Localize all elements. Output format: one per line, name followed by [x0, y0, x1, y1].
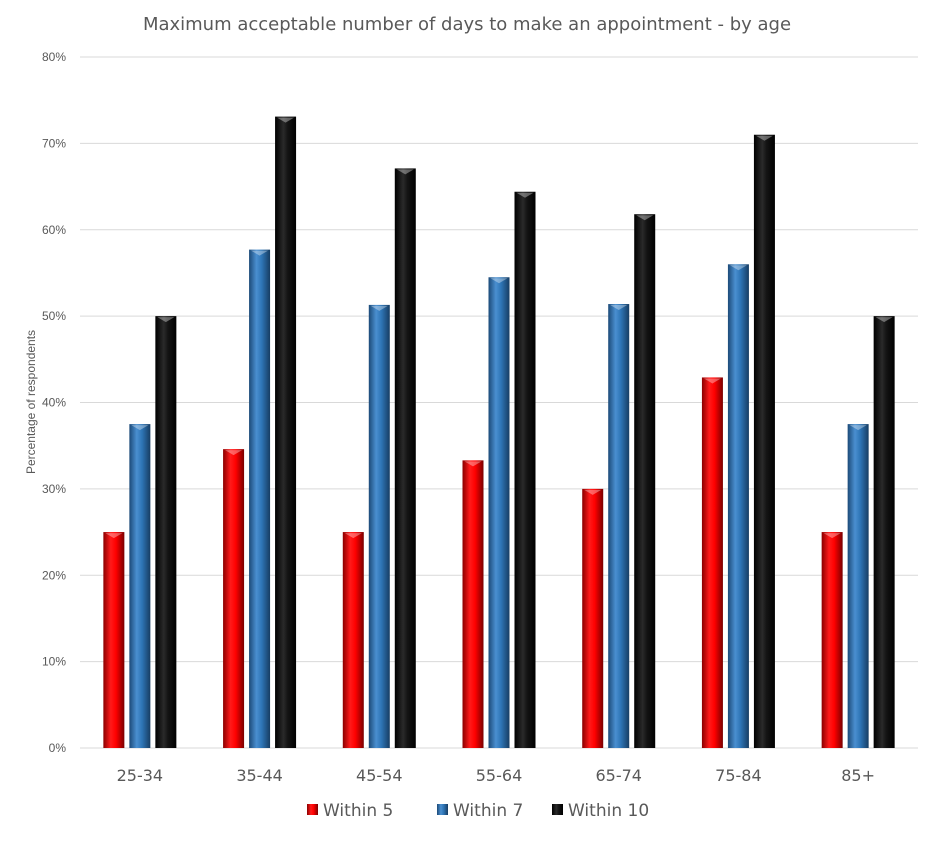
bar-bevel	[396, 169, 414, 175]
x-tick-label: 25-34	[117, 766, 164, 785]
bar-bevel	[584, 489, 602, 495]
bar-bevel	[729, 265, 747, 271]
x-tick-label: 85+	[841, 766, 875, 785]
bar-bevel	[849, 425, 867, 431]
bar-within-10-45-54	[394, 168, 416, 748]
legend-swatch-within-5	[307, 804, 318, 815]
bar-within-5-85+	[821, 532, 843, 748]
bar-bevel	[703, 378, 721, 384]
legend-swatch-within-7	[437, 804, 448, 815]
bar-within-7-25-34	[129, 424, 151, 748]
x-tick-label: 45-54	[356, 766, 403, 785]
legend-label-within-10: Within 10	[568, 801, 649, 821]
bar-within-5-45-54	[342, 532, 364, 748]
bar-within-5-25-34	[103, 532, 125, 748]
bar-within-5-55-64	[462, 460, 484, 748]
legend-swatch-within-10	[552, 804, 563, 815]
x-tick-label: 65-74	[595, 766, 642, 785]
chart-title: Maximum acceptable number of days to mak…	[143, 14, 791, 35]
x-tick-label: 35-44	[236, 766, 283, 785]
bar-bevel	[370, 305, 388, 311]
bar-bevel	[755, 135, 773, 141]
x-tick-label: 75-84	[715, 766, 762, 785]
bar-within-10-35-44	[275, 116, 297, 748]
bars	[103, 116, 895, 749]
y-tick-label: 60%	[42, 223, 66, 237]
bar-within-7-55-64	[488, 277, 510, 748]
legend-label-within-7: Within 7	[453, 801, 523, 821]
bar-within-7-45-54	[368, 304, 390, 748]
bar-within-7-65-74	[608, 304, 630, 748]
y-tick-label: 70%	[42, 136, 66, 150]
bar-within-10-85+	[873, 316, 895, 748]
y-tick-label: 40%	[42, 396, 66, 410]
bar-bevel	[875, 317, 893, 323]
bar-bevel	[823, 533, 841, 539]
bar-bevel	[131, 425, 149, 431]
bar-bevel	[277, 117, 295, 123]
y-tick-label: 30%	[42, 482, 66, 496]
bar-within-10-55-64	[514, 191, 536, 748]
y-axis-label: Percentage of respondents	[24, 330, 38, 474]
y-tick-label: 0%	[49, 741, 67, 755]
bar-bevel	[225, 450, 243, 456]
bar-within-10-65-74	[634, 214, 656, 748]
bar-bevel	[464, 461, 482, 467]
bar-bevel	[490, 278, 508, 284]
bar-within-7-85+	[847, 424, 869, 748]
bar-bevel	[516, 192, 534, 198]
bar-bevel	[105, 533, 123, 539]
y-tick-label: 10%	[42, 655, 66, 669]
bar-bevel	[610, 305, 628, 311]
bar-bevel	[251, 250, 269, 256]
bar-within-10-75-84	[753, 134, 775, 749]
x-tick-label: 55-64	[476, 766, 523, 785]
bar-bevel	[344, 533, 362, 539]
bar-within-5-65-74	[582, 488, 604, 748]
y-axis-ticks: 0% 10% 20% 30% 40% 50% 60% 70% 80%	[42, 50, 66, 755]
bar-within-7-35-44	[249, 249, 271, 748]
y-tick-label: 50%	[42, 309, 66, 323]
bar-bevel	[636, 215, 654, 221]
x-axis-ticks: 25-34 35-44 45-54 55-64 65-74 75-84 85+	[117, 766, 875, 785]
legend: Within 5 Within 7 Within 10	[307, 801, 649, 821]
y-tick-label: 80%	[42, 50, 66, 64]
legend-label-within-5: Within 5	[323, 801, 393, 821]
bar-within-7-75-84	[727, 264, 749, 748]
y-tick-label: 20%	[42, 568, 66, 582]
bar-within-5-35-44	[223, 449, 245, 748]
bar-within-10-25-34	[155, 316, 177, 748]
bar-within-5-75-84	[701, 377, 723, 748]
bar-bevel	[157, 317, 175, 323]
